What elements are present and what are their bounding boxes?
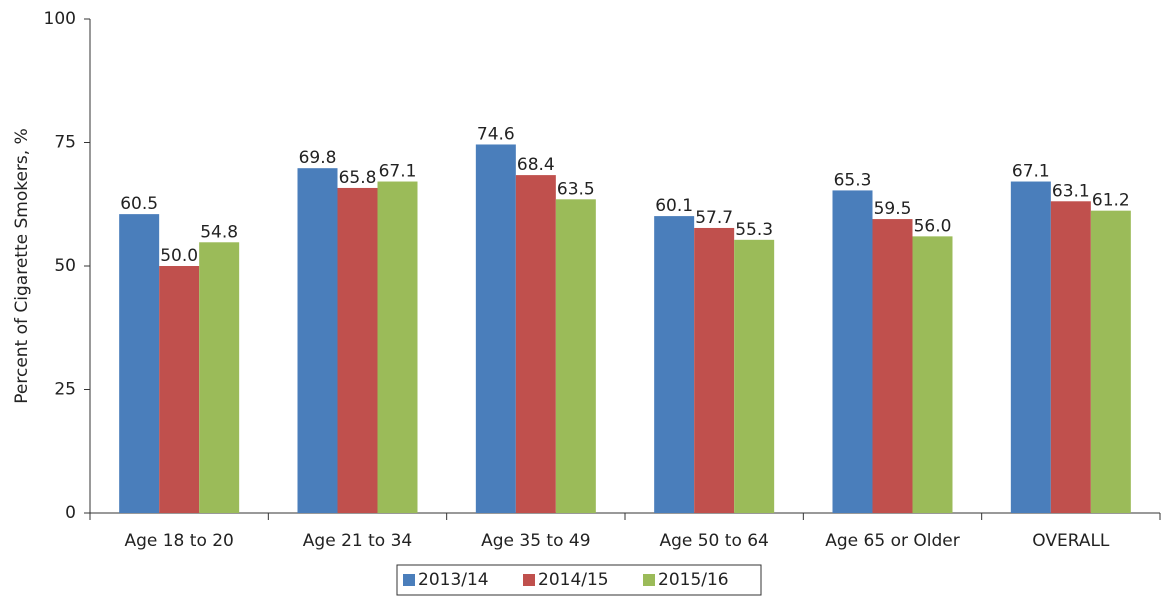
data-label: 50.0 xyxy=(160,246,198,266)
y-tick-label: 75 xyxy=(54,133,76,153)
bar xyxy=(515,175,556,513)
legend-label: 2015/16 xyxy=(658,570,729,590)
data-label: 67.1 xyxy=(1012,162,1050,182)
y-axis-label: Percent of Cigarette Smokers, % xyxy=(12,128,32,404)
x-tick-label: Age 65 or Older xyxy=(825,531,959,551)
bar xyxy=(1050,201,1091,513)
bar xyxy=(377,181,418,513)
bar xyxy=(475,144,516,513)
data-label: 63.5 xyxy=(557,179,595,199)
data-label: 65.8 xyxy=(339,168,377,188)
data-label: 69.8 xyxy=(299,148,337,168)
data-label: 55.3 xyxy=(735,220,773,240)
data-label: 63.1 xyxy=(1052,181,1090,201)
bar xyxy=(734,239,775,513)
legend-label: 2013/14 xyxy=(418,570,489,590)
x-tick-label: Age 35 to 49 xyxy=(481,531,590,551)
data-label: 56.0 xyxy=(914,216,952,236)
y-tick-label: 25 xyxy=(54,380,76,400)
bar xyxy=(694,227,735,513)
data-label: 74.6 xyxy=(477,124,515,144)
x-tick-label: OVERALL xyxy=(1032,531,1110,551)
bar xyxy=(199,242,240,513)
bar xyxy=(832,190,873,513)
y-tick-label: 50 xyxy=(54,256,76,276)
bar xyxy=(159,266,200,513)
data-label: 57.7 xyxy=(695,208,733,228)
bar xyxy=(1010,181,1051,513)
bar xyxy=(337,187,378,513)
x-tick-label: Age 21 to 34 xyxy=(303,531,412,551)
legend-box xyxy=(396,564,762,596)
data-label: 65.3 xyxy=(834,170,872,190)
data-label: 60.1 xyxy=(655,196,693,216)
y-tick-label: 100 xyxy=(44,9,76,29)
bar xyxy=(1090,210,1131,513)
x-tick-label: Age 18 to 20 xyxy=(124,531,233,551)
legend-label: 2014/15 xyxy=(538,570,609,590)
bar xyxy=(654,216,695,513)
data-label: 68.4 xyxy=(517,155,555,175)
data-label: 61.2 xyxy=(1092,191,1130,211)
data-label: 60.5 xyxy=(120,194,158,214)
legend-swatch xyxy=(403,574,415,586)
bar xyxy=(872,219,913,513)
bar xyxy=(297,168,338,514)
data-label: 54.8 xyxy=(200,222,238,242)
bar xyxy=(912,236,953,514)
y-tick-label: 0 xyxy=(65,503,76,523)
bar xyxy=(555,199,596,513)
bar xyxy=(119,214,160,513)
legend-swatch xyxy=(523,574,535,586)
legend-swatch xyxy=(643,574,655,586)
x-tick-label: Age 50 to 64 xyxy=(659,531,768,551)
data-label: 59.5 xyxy=(874,199,912,219)
data-label: 67.1 xyxy=(379,162,417,182)
